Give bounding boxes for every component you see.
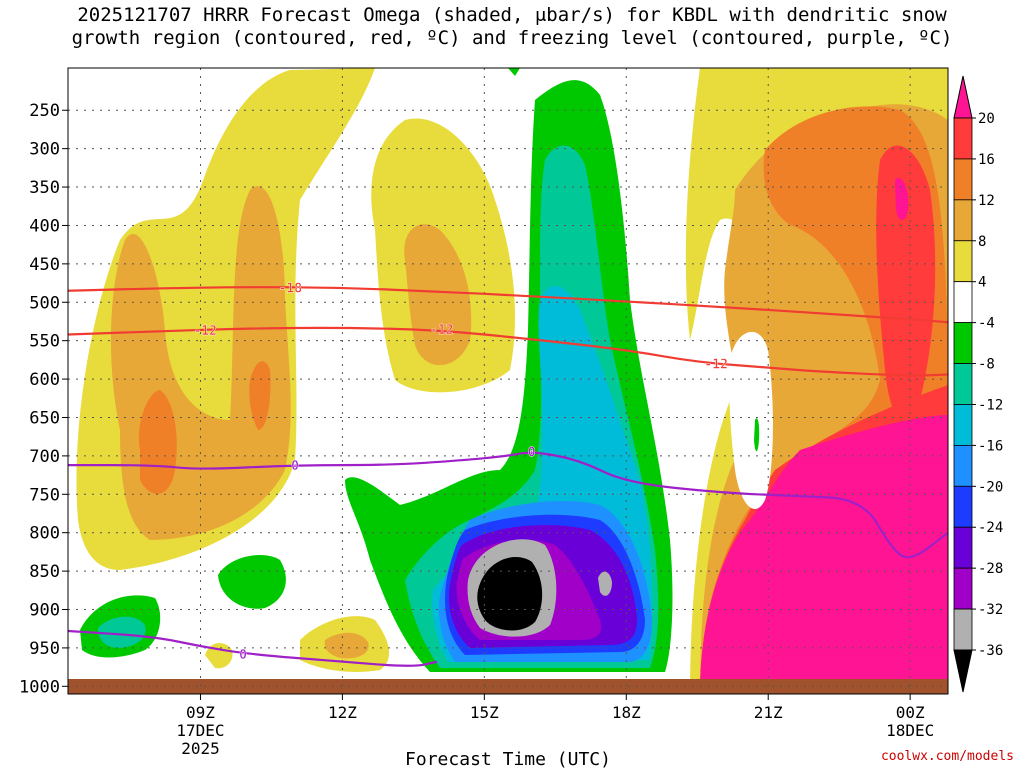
temperature-contours: -18 -12 -12 -12 0 0 0 xyxy=(68,281,948,667)
y-tick-label: 600 xyxy=(29,370,60,390)
colorbar-swatch xyxy=(953,608,973,651)
y-tick-label: 550 xyxy=(29,332,60,352)
contour-line-0 xyxy=(68,451,948,559)
x-tick-year: 2025 xyxy=(181,739,220,758)
colorbar-swatch xyxy=(953,199,973,242)
credit-link[interactable]: coolwx.com/models xyxy=(880,749,1014,764)
colorbar-legend: 20 16 12 8 4 -4 -8 -12 -16 -20 -24 -28 -32 -36 xyxy=(953,75,1003,693)
colorbar-swatch xyxy=(953,404,973,446)
x-tick-label: 00Z xyxy=(896,703,925,722)
colorbar-label: -16 xyxy=(978,438,1003,454)
colorbar-swatch xyxy=(953,281,973,324)
positive-omega-region xyxy=(76,68,948,694)
y-tick-label: 850 xyxy=(29,562,60,582)
y-tick-label: 250 xyxy=(29,101,60,121)
colorbar-swatch xyxy=(953,444,973,487)
negative-omega-region xyxy=(80,68,760,672)
x-tick-label: 15Z xyxy=(470,703,499,722)
colorbar-label: -20 xyxy=(978,479,1003,495)
contour-line--12 xyxy=(68,326,948,377)
y-tick-label: 900 xyxy=(29,601,60,621)
colorbar-label: -32 xyxy=(978,602,1003,618)
contour-label: -12 xyxy=(430,323,453,338)
colorbar-label: -8 xyxy=(978,357,995,373)
colorbar-label: -12 xyxy=(978,397,1003,413)
colorbar-label: 12 xyxy=(978,193,995,209)
colorbar-swatch xyxy=(953,117,973,160)
contour-line-0-low xyxy=(68,629,438,667)
colorbar-bottom-arrow xyxy=(953,649,973,693)
x-axis-label: Forecast Time (UTC) xyxy=(405,749,611,768)
colorbar-swatch xyxy=(953,240,973,283)
x-tick-label: 18Z xyxy=(612,703,641,722)
colorbar-top-arrow xyxy=(953,75,973,119)
colorbar-swatch xyxy=(953,567,973,610)
colorbar-label: -4 xyxy=(978,316,995,332)
y-tick-label: 350 xyxy=(29,178,60,198)
title-line-1: 2025121707 HRRR Forecast Omega (shaded, … xyxy=(77,4,947,26)
contour-label: 0 xyxy=(528,445,536,460)
colorbar-label: 16 xyxy=(978,152,995,168)
y-tick-label: 300 xyxy=(29,140,60,160)
colorbar-label: 4 xyxy=(978,275,986,291)
omega-shading xyxy=(76,68,948,694)
contour-label: -12 xyxy=(704,358,727,373)
y-tick-label: 1000 xyxy=(19,677,60,697)
colorbar-swatch xyxy=(953,485,973,528)
y-tick-label: 700 xyxy=(29,447,60,467)
colorbar-label: 20 xyxy=(978,111,995,127)
contour-label: 0 xyxy=(239,648,247,663)
x-tick-label: 21Z xyxy=(754,703,783,722)
contour-label: 0 xyxy=(291,459,299,474)
x-tick-date: 18DEC xyxy=(886,721,934,740)
x-tick-date: 17DEC xyxy=(176,721,224,740)
x-tick-label: 09Z xyxy=(186,703,215,722)
colorbar-swatch xyxy=(953,158,973,201)
colorbar-swatch xyxy=(953,363,973,405)
y-tick-label: 650 xyxy=(29,408,60,428)
y-tick-label: 450 xyxy=(29,255,60,275)
y-axis: 250 300 350 400 450 500 550 600 650 700 750 800 850 9… xyxy=(19,101,68,697)
colorbar-swatch xyxy=(953,322,973,364)
y-tick-label: 750 xyxy=(29,485,60,505)
y-tick-label: 950 xyxy=(29,639,60,659)
colorbar-swatch xyxy=(953,526,973,569)
colorbar-label: -36 xyxy=(978,643,1003,659)
title-line-2: growth region (contoured, red, ºC) and f… xyxy=(71,27,953,49)
contour-label: -12 xyxy=(193,324,216,339)
contour-line--18 xyxy=(68,286,948,324)
colorbar-label: -28 xyxy=(978,561,1003,577)
colorbar-label: -24 xyxy=(978,520,1003,536)
contour-label: -18 xyxy=(279,282,303,297)
y-tick-label: 800 xyxy=(29,524,60,544)
y-tick-label: 500 xyxy=(29,293,60,313)
chart-title: 2025121707 HRRR Forecast Omega (shaded, … xyxy=(0,4,1024,50)
y-tick-label: 400 xyxy=(29,216,60,236)
x-tick-label: 12Z xyxy=(328,703,357,722)
plot-frame xyxy=(67,67,949,695)
colorbar-label: 8 xyxy=(978,234,986,250)
